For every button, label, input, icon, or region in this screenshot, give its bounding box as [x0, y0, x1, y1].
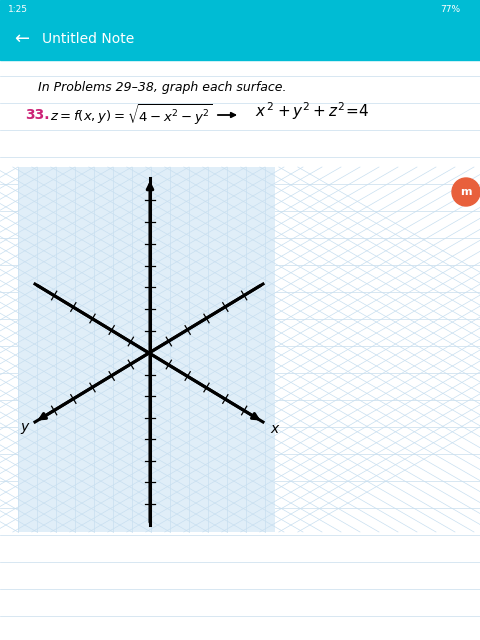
- Text: 77%: 77%: [440, 5, 460, 14]
- Text: In Problems 29–38, graph each surface.: In Problems 29–38, graph each surface.: [38, 81, 287, 95]
- Circle shape: [452, 178, 480, 206]
- Bar: [0, 18, 480, 60]
- Text: x: x: [270, 422, 278, 436]
- Text: $z = f(x, y) = \sqrt{4 - x^2 - y^2}$: $z = f(x, y) = \sqrt{4 - x^2 - y^2}$: [50, 103, 213, 127]
- Text: 1:25: 1:25: [8, 5, 28, 14]
- Bar: [18, 167, 275, 532]
- Text: Untitled Note: Untitled Note: [42, 32, 134, 46]
- Bar: [0, 0, 480, 18]
- Text: y: y: [20, 420, 28, 434]
- Text: 33.: 33.: [25, 108, 49, 122]
- Text: $x^{\,2}+y^2+z^2\!=\!4$: $x^{\,2}+y^2+z^2\!=\!4$: [255, 100, 369, 122]
- Text: ←: ←: [14, 30, 29, 48]
- Text: m: m: [460, 187, 472, 197]
